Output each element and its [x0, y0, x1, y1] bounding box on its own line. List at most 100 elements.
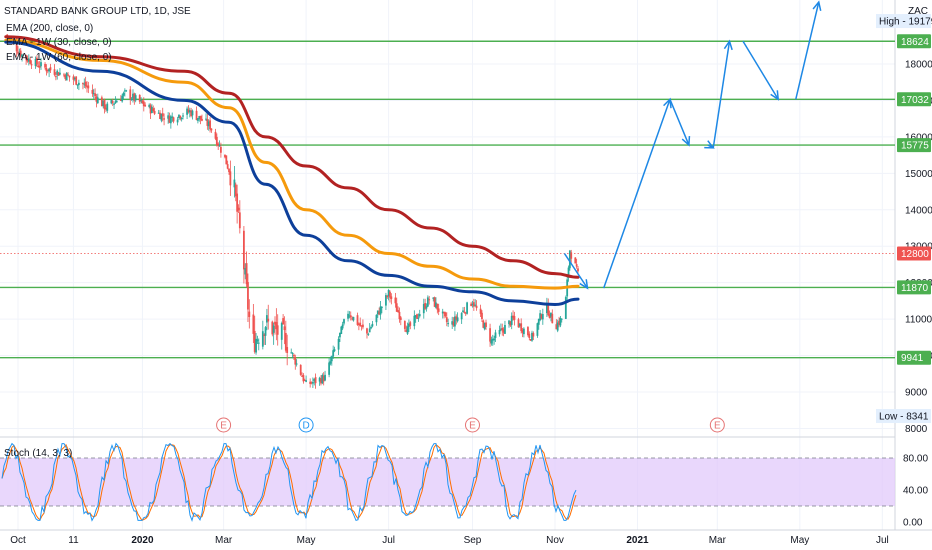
candle [513, 311, 516, 326]
price-tag-box[interactable] [897, 34, 931, 49]
projection-arrow[interactable] [712, 39, 733, 148]
stoch-label[interactable]: Stoch (14, 3, 3) [4, 448, 72, 459]
candle [333, 346, 336, 353]
candle-body [545, 303, 548, 314]
candle [577, 266, 579, 274]
price-tag-box[interactable] [897, 350, 931, 365]
candle-body [179, 116, 182, 119]
event-circle[interactable] [298, 417, 314, 433]
price-tag-box[interactable] [897, 280, 931, 295]
arrow-head[interactable] [681, 136, 691, 147]
candle-body [207, 121, 210, 127]
dividend-marker[interactable]: D [298, 417, 314, 433]
time-axis[interactable]: Oct 11 2020 Mar May Jul Sep Nov 2021 Mar May Jul [10, 535, 889, 546]
candle-body [133, 93, 136, 101]
candle-body [188, 110, 191, 113]
candle [94, 88, 97, 101]
candle-body [65, 72, 68, 81]
arrow-head[interactable] [579, 279, 589, 290]
price-axis[interactable]: 8000900010000110001200013000140001500016… [876, 14, 932, 529]
candle-body [263, 334, 266, 336]
candle [556, 319, 559, 333]
candle-body [238, 212, 241, 229]
level-price-tag[interactable]: 18624 [897, 34, 931, 49]
earnings-marker[interactable]: E [216, 417, 232, 433]
candle-body [255, 338, 257, 353]
candle [508, 320, 510, 328]
level-price-tag[interactable]: 15775 [897, 138, 931, 153]
price-tag-box[interactable] [897, 92, 931, 107]
projection-arrows[interactable] [563, 0, 822, 290]
stoch-tick-label: 80.00 [903, 454, 928, 465]
candle [157, 109, 160, 114]
candle-body [349, 315, 352, 318]
indicator-ema-200[interactable]: EMA (200, close, 0) [6, 23, 93, 34]
projection-segment[interactable] [712, 41, 731, 148]
arrow-head[interactable] [770, 90, 780, 101]
candle [180, 117, 183, 122]
candle [186, 106, 188, 119]
arrow-head[interactable] [812, 0, 822, 11]
price-tag-box[interactable] [897, 246, 931, 261]
candle [428, 295, 431, 305]
candle-body [197, 118, 199, 121]
candle [142, 97, 145, 112]
candle [59, 67, 61, 76]
projection-arrow[interactable] [742, 40, 780, 101]
projection-arrow[interactable] [795, 0, 822, 100]
stoch-tick-label: 40.00 [903, 486, 928, 497]
earnings-marker[interactable]: E [464, 417, 480, 433]
candle [72, 74, 75, 86]
candlesticks [6, 33, 579, 389]
candle [389, 290, 391, 303]
level-price-tag[interactable]: 9941 [897, 350, 931, 365]
level-price-tag[interactable]: 17032 [897, 92, 931, 107]
candle-body [443, 311, 445, 314]
indicator-ema-1w-30[interactable]: EMA - 1W (30, close, 0) [6, 37, 112, 48]
candle-body [86, 85, 88, 88]
candle [426, 295, 429, 307]
candle-body [348, 315, 351, 317]
candle-body [264, 327, 267, 336]
event-circle[interactable] [464, 417, 480, 433]
candle-body [452, 321, 455, 326]
projection-segment[interactable] [795, 1, 820, 100]
candle [551, 309, 554, 324]
time-tick-label: Sep [464, 535, 482, 546]
candle-body [76, 84, 79, 86]
event-circle[interactable] [709, 417, 725, 433]
candle-body [114, 101, 117, 104]
candle [367, 332, 370, 336]
candle-body [44, 63, 46, 68]
event-circle[interactable] [216, 417, 232, 433]
candle-body [282, 318, 285, 325]
projection-segment[interactable] [602, 99, 671, 289]
projection-segment[interactable] [563, 253, 589, 289]
candle [265, 308, 268, 331]
projection-arrow[interactable] [563, 253, 589, 290]
projection-segment[interactable] [669, 98, 690, 146]
candle [403, 320, 406, 332]
ema-1w-30-line [4, 38, 580, 290]
level-price-tag[interactable]: 11870 [897, 280, 931, 295]
candle [472, 298, 475, 311]
candle [34, 56, 37, 69]
candle-body [398, 311, 401, 320]
candle [293, 353, 295, 360]
candle-body [290, 352, 293, 354]
candle-body [356, 315, 359, 325]
projection-arrow[interactable] [669, 98, 691, 147]
price-tag-box[interactable] [897, 138, 931, 153]
earnings-marker[interactable]: E [709, 417, 725, 433]
candle [371, 320, 374, 328]
candle-body [380, 306, 383, 309]
projection-segment[interactable] [742, 40, 779, 100]
last-price-tag[interactable]: 12800 [897, 246, 931, 261]
candle-body [153, 110, 156, 114]
indicator-ema-1w-60[interactable]: EMA - 1W (60, close, 0) [6, 52, 112, 63]
candle [229, 160, 232, 196]
candle [190, 107, 193, 118]
candle-body [491, 338, 494, 341]
arrow-head[interactable] [723, 39, 733, 51]
